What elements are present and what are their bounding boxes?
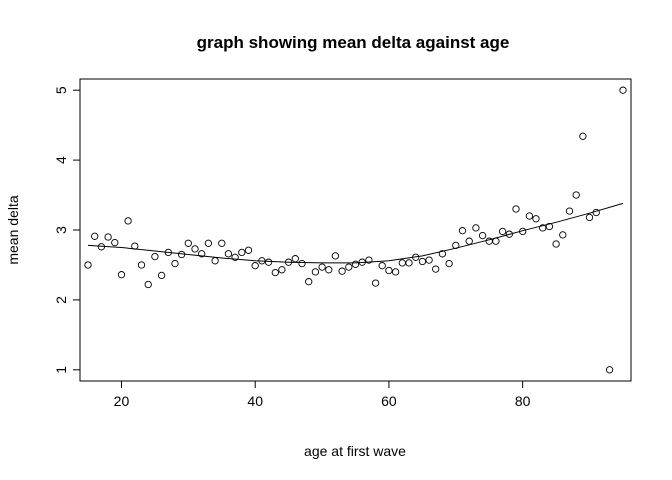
- data-point: [492, 237, 500, 245]
- data-point: [298, 259, 306, 268]
- data-point: [111, 238, 119, 247]
- data-point: [418, 257, 427, 266]
- data-point: [485, 237, 493, 245]
- data-point: [512, 205, 520, 213]
- data-point: [351, 260, 360, 268]
- data-point: [198, 250, 206, 258]
- x-tick-label: 40: [247, 393, 263, 409]
- data-point: [177, 250, 186, 259]
- x-axis: 20 40 60 80: [114, 380, 531, 409]
- data-point: [318, 263, 326, 271]
- data-point: [251, 262, 259, 270]
- data-point: [539, 224, 547, 232]
- data-point: [358, 258, 366, 266]
- data-point: [478, 231, 487, 240]
- chart-title: graph showing mean delta against age: [197, 33, 510, 52]
- data-point: [264, 258, 273, 266]
- data-point: [465, 237, 473, 245]
- data-point: [164, 248, 172, 257]
- data-point: [579, 132, 587, 140]
- x-tick-label: 20: [114, 393, 130, 409]
- data-point: [305, 278, 313, 286]
- smooth-fit-line: [87, 202, 624, 264]
- y-axis: 1 2 3 4 5: [53, 86, 81, 374]
- data-point: [184, 239, 192, 247]
- x-tick-label: 60: [381, 393, 397, 409]
- data-point: [211, 257, 219, 265]
- data-point: [91, 232, 99, 240]
- data-point: [345, 263, 353, 271]
- data-point: [278, 266, 286, 274]
- data-point: [605, 366, 614, 374]
- data-point: [244, 246, 253, 254]
- data-point: [559, 231, 567, 239]
- data-point: [519, 227, 527, 236]
- data-point: [124, 217, 132, 225]
- data-point: [157, 271, 166, 280]
- data-point: [458, 227, 467, 235]
- data-point: [445, 259, 453, 268]
- data-point: [137, 261, 146, 269]
- x-tick-label: 80: [515, 393, 531, 409]
- data-point: [191, 245, 199, 253]
- data-point: [331, 252, 340, 260]
- data-point: [432, 265, 440, 273]
- data-point: [144, 280, 152, 289]
- data-point: [545, 222, 554, 231]
- data-point: [131, 242, 139, 250]
- data-point: [204, 239, 213, 247]
- data-point: [311, 268, 320, 276]
- data-point: [291, 255, 299, 263]
- data-point: [391, 268, 400, 276]
- y-tick-label: 2: [53, 296, 69, 304]
- data-point: [231, 253, 239, 261]
- data-point: [371, 279, 380, 287]
- data-point: [405, 259, 413, 267]
- data-point: [378, 262, 386, 270]
- data-point: [505, 230, 513, 238]
- data-point: [325, 266, 333, 274]
- data-point: [104, 233, 112, 241]
- data-point: [592, 208, 600, 217]
- y-axis-label: mean delta: [5, 195, 21, 264]
- data-point: [171, 259, 179, 268]
- data-point: [619, 86, 627, 94]
- data-point: [258, 257, 266, 265]
- data-point: [224, 250, 233, 258]
- data-point: [97, 243, 106, 251]
- y-tick-label: 1: [53, 366, 69, 374]
- data-point: [365, 256, 373, 264]
- data-point: [565, 207, 574, 215]
- data-point: [398, 259, 406, 267]
- data-point: [84, 261, 92, 269]
- y-tick-label: 4: [53, 156, 69, 164]
- x-axis-label: age at first wave: [304, 443, 406, 459]
- data-point: [284, 258, 293, 266]
- y-tick-label: 5: [53, 86, 69, 94]
- y-tick-label: 3: [53, 226, 69, 234]
- data-points: [84, 86, 627, 374]
- data-point: [425, 256, 433, 264]
- data-point: [438, 250, 447, 258]
- data-point: [385, 266, 393, 275]
- data-point: [117, 271, 126, 279]
- data-point: [452, 241, 460, 250]
- data-point: [585, 213, 594, 222]
- data-point: [572, 191, 580, 199]
- data-point: [552, 240, 560, 248]
- data-point: [498, 227, 507, 236]
- plot-frame: [79, 78, 632, 382]
- data-point: [218, 239, 226, 247]
- data-point: [412, 253, 420, 261]
- data-point: [338, 267, 346, 275]
- data-point: [271, 268, 279, 277]
- data-point: [472, 224, 480, 232]
- data-point: [532, 215, 540, 223]
- data-point: [238, 248, 246, 257]
- data-point: [151, 252, 159, 261]
- data-point: [525, 212, 534, 220]
